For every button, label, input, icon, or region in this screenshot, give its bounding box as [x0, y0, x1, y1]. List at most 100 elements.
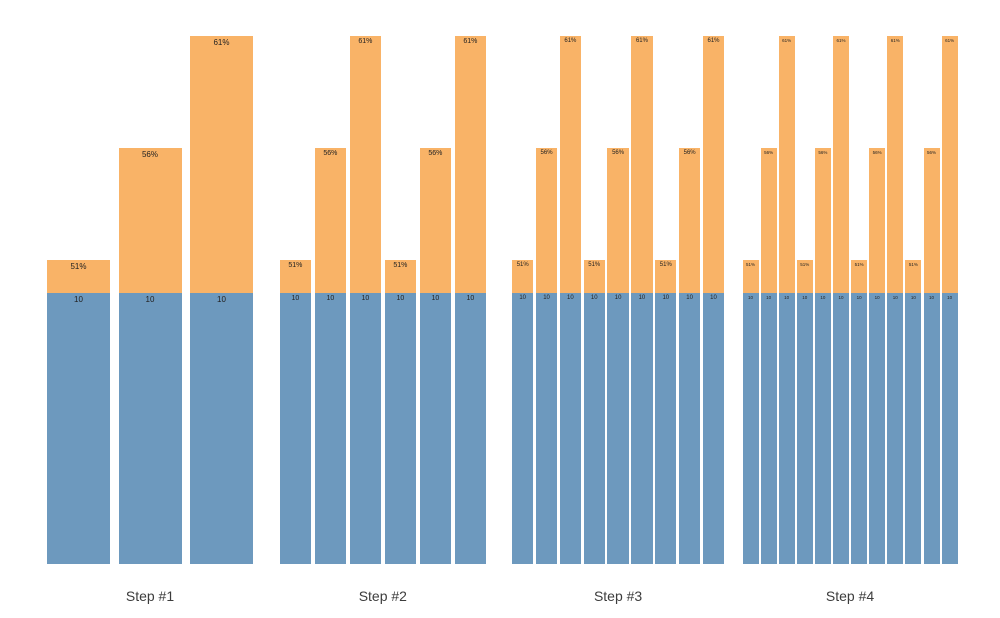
bar-base-label: 10 [820, 295, 826, 300]
bar-base-segment: 10 [869, 293, 886, 564]
bar-top-segment: 61% [455, 36, 486, 293]
bar-top-label: 61% [782, 38, 792, 43]
bar-base-segment: 10 [118, 293, 182, 564]
stacked-bar: 61% 10 [190, 36, 253, 564]
bar-top-label: 56% [683, 150, 696, 156]
bar-top-segment: 61% [559, 36, 582, 293]
bar-top-segment: 61% [778, 36, 795, 293]
bar-top-segment: 61% [833, 36, 849, 293]
bar-base-label: 10 [543, 295, 550, 301]
bar-base-segment: 10 [778, 293, 795, 564]
bar-base-label: 10 [947, 295, 953, 300]
bar-base-segment: 10 [631, 293, 653, 564]
bar-base-label: 10 [326, 295, 335, 302]
bar-top-label: 56% [926, 150, 936, 155]
bar-base-label: 10 [519, 295, 527, 301]
bar-base-label: 10 [686, 295, 693, 301]
bar-base-label: 10 [710, 295, 717, 301]
bar-base-label: 10 [590, 295, 598, 301]
bar-top-segment: 51% [512, 260, 534, 293]
stacked-bar: 51% 10 [385, 260, 416, 564]
bar-top-segment: 56% [678, 148, 701, 293]
bar-base-label: 10 [74, 295, 83, 304]
bar-top-label: 56% [764, 150, 774, 155]
bar-base-segment: 10 [923, 293, 940, 564]
bar-top-segment: 61% [350, 36, 381, 293]
bar-top-segment: 61% [190, 36, 253, 293]
stacked-bar: 51% 10 [796, 260, 813, 564]
bar-base-segment: 10 [535, 293, 558, 564]
bar-base-label: 10 [802, 295, 808, 300]
bar-base-label: 10 [928, 295, 934, 300]
bar-top-segment: 51% [385, 260, 416, 293]
bar-top-segment: 56% [420, 148, 451, 293]
bar-top-label: 56% [612, 150, 625, 156]
bar-base-label: 10 [396, 295, 405, 302]
bar-base-label: 10 [838, 295, 844, 300]
stacked-bar: 51% 10 [512, 260, 534, 564]
stacked-bar: 51% 10 [905, 260, 922, 564]
bar-base-segment: 10 [47, 293, 110, 564]
stacked-bar: 56% 10 [118, 148, 182, 564]
stacked-bar: 56% 10 [869, 148, 886, 564]
group-label: Step #1 [125, 588, 175, 604]
bar-base-segment: 10 [887, 293, 904, 564]
bar-base-segment: 10 [280, 293, 311, 564]
stacked-bar: 51% 10 [280, 260, 311, 564]
bar-base-label: 10 [431, 295, 440, 302]
stacked-bar: 61% 10 [887, 36, 904, 564]
bar-base-label: 10 [466, 295, 475, 302]
bar-base-label: 10 [638, 295, 646, 301]
bar-top-label: 56% [323, 150, 338, 157]
stacked-bar: 51% 10 [47, 260, 110, 564]
bar-top-segment: 51% [851, 260, 868, 293]
stacked-bar: 56% 10 [607, 148, 629, 564]
bar-top-label: 51% [516, 262, 529, 268]
bar-base-segment: 10 [833, 293, 849, 564]
stacked-bar: 56% 10 [814, 148, 831, 564]
bar-top-label: 56% [818, 150, 828, 155]
bar-top-segment: 51% [655, 260, 677, 293]
bar-top-label: 61% [890, 38, 900, 43]
bar-top-segment: 56% [869, 148, 886, 293]
bar-top-segment: 61% [631, 36, 653, 293]
bar-base-label: 10 [567, 295, 574, 301]
bar-top-segment: 56% [118, 148, 182, 293]
bar-base-segment: 10 [702, 293, 725, 564]
bar-top-segment: 61% [702, 36, 725, 293]
stacked-bar: 56% 10 [678, 148, 701, 564]
bar-base-segment: 10 [455, 293, 486, 564]
stacked-bar: 51% 10 [583, 260, 605, 564]
stacked-bar: 51% 10 [851, 260, 868, 564]
stacked-bar: 61% 10 [350, 36, 381, 564]
group-label: Step #3 [593, 588, 643, 604]
bar-base-segment: 10 [190, 293, 253, 564]
stacked-bar: 61% 10 [455, 36, 486, 564]
stacked-bar: 56% 10 [923, 148, 940, 564]
bar-base-label: 10 [910, 295, 916, 300]
bar-top-label: 56% [540, 150, 553, 156]
stacked-bar: 61% 10 [702, 36, 725, 564]
bar-base-segment: 10 [315, 293, 346, 564]
stacked-bar: 61% 10 [778, 36, 795, 564]
bar-top-segment: 51% [796, 260, 813, 293]
stacked-bar: 61% 10 [631, 36, 653, 564]
bar-top-label: 51% [854, 262, 864, 267]
bar-top-label: 51% [908, 262, 918, 267]
stacked-bar: 51% 10 [655, 260, 677, 564]
bar-base-segment: 10 [559, 293, 582, 564]
bar-top-segment: 61% [941, 36, 958, 293]
bar-top-label: 61% [564, 38, 577, 44]
bar-top-label: 61% [358, 38, 373, 45]
bar-top-segment: 56% [814, 148, 831, 293]
bar-base-segment: 10 [678, 293, 701, 564]
bar-base-label: 10 [892, 295, 898, 300]
bar-base-label: 10 [361, 295, 370, 302]
bar-top-label: 56% [141, 150, 158, 159]
bar-base-segment: 10 [742, 293, 759, 564]
bar-base-label: 10 [874, 295, 880, 300]
bar-base-label: 10 [766, 295, 772, 300]
bar-top-label: 61% [635, 38, 648, 44]
bar-top-label: 61% [945, 38, 955, 43]
bar-top-label: 51% [659, 262, 672, 268]
